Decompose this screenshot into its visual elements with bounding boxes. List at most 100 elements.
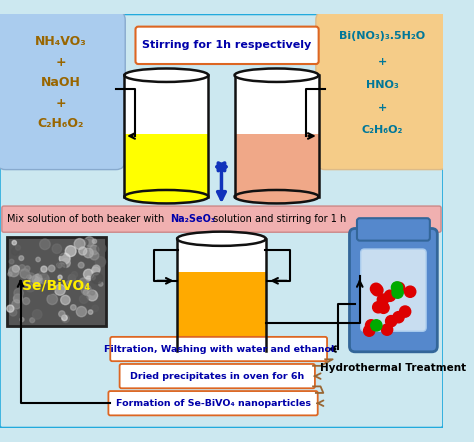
Circle shape xyxy=(14,289,23,298)
Circle shape xyxy=(83,248,93,258)
Circle shape xyxy=(385,316,397,327)
Text: solution and stirring for 1 h: solution and stirring for 1 h xyxy=(210,214,346,224)
Text: +: + xyxy=(55,97,66,110)
Circle shape xyxy=(393,282,405,293)
FancyBboxPatch shape xyxy=(2,206,441,232)
Circle shape xyxy=(79,278,89,287)
Circle shape xyxy=(62,315,69,323)
Bar xyxy=(177,272,266,351)
Circle shape xyxy=(67,281,71,285)
Circle shape xyxy=(34,279,39,285)
Circle shape xyxy=(32,310,42,319)
Circle shape xyxy=(82,239,88,246)
Circle shape xyxy=(12,265,19,272)
Bar xyxy=(177,239,266,351)
Text: Filtration, Washing with water and ethanol: Filtration, Washing with water and ethan… xyxy=(103,344,334,354)
Circle shape xyxy=(9,259,14,264)
Circle shape xyxy=(83,269,93,279)
FancyBboxPatch shape xyxy=(349,229,438,352)
Circle shape xyxy=(57,263,62,268)
Ellipse shape xyxy=(177,344,266,358)
Circle shape xyxy=(68,274,75,282)
Circle shape xyxy=(83,290,89,295)
Ellipse shape xyxy=(124,69,209,82)
Circle shape xyxy=(39,274,49,284)
Circle shape xyxy=(405,286,416,297)
Circle shape xyxy=(97,244,106,253)
Circle shape xyxy=(47,294,57,305)
Text: Mix solution of both beaker with: Mix solution of both beaker with xyxy=(8,214,168,224)
Text: Formation of Se-BiVO₄ nanoparticles: Formation of Se-BiVO₄ nanoparticles xyxy=(116,399,310,408)
Text: NH₄VO₃: NH₄VO₃ xyxy=(35,35,87,48)
Circle shape xyxy=(20,318,24,322)
Bar xyxy=(125,75,208,133)
Circle shape xyxy=(377,294,389,305)
Circle shape xyxy=(74,239,85,249)
Circle shape xyxy=(25,266,30,271)
Circle shape xyxy=(26,282,35,292)
Text: +: + xyxy=(55,56,66,69)
Circle shape xyxy=(32,274,42,285)
Circle shape xyxy=(59,311,65,317)
FancyBboxPatch shape xyxy=(110,337,327,361)
Circle shape xyxy=(40,239,50,250)
Circle shape xyxy=(30,318,35,323)
Circle shape xyxy=(371,283,382,294)
Circle shape xyxy=(91,291,94,295)
Circle shape xyxy=(84,237,94,247)
Circle shape xyxy=(71,305,76,310)
Circle shape xyxy=(87,290,98,301)
Circle shape xyxy=(29,276,39,286)
Circle shape xyxy=(90,245,99,255)
FancyBboxPatch shape xyxy=(0,11,125,170)
Circle shape xyxy=(378,302,389,313)
Circle shape xyxy=(23,297,30,305)
Circle shape xyxy=(61,259,70,267)
Circle shape xyxy=(92,265,100,273)
Circle shape xyxy=(95,257,106,267)
Circle shape xyxy=(20,269,29,278)
Ellipse shape xyxy=(124,190,209,203)
Circle shape xyxy=(393,312,404,323)
Circle shape xyxy=(86,276,91,281)
Circle shape xyxy=(61,295,70,305)
Circle shape xyxy=(92,239,97,244)
Circle shape xyxy=(365,320,377,331)
FancyBboxPatch shape xyxy=(361,249,426,331)
Circle shape xyxy=(96,293,101,299)
Circle shape xyxy=(27,275,31,279)
Circle shape xyxy=(16,245,20,250)
Circle shape xyxy=(72,271,78,278)
Circle shape xyxy=(48,265,55,272)
Circle shape xyxy=(400,306,410,317)
Circle shape xyxy=(35,274,42,282)
Text: Dried precipitates in oven for 6h: Dried precipitates in oven for 6h xyxy=(130,372,304,381)
Circle shape xyxy=(57,262,66,271)
Circle shape xyxy=(12,240,17,245)
Circle shape xyxy=(41,266,47,272)
Circle shape xyxy=(62,315,67,320)
Circle shape xyxy=(364,325,375,336)
FancyBboxPatch shape xyxy=(119,364,315,388)
Text: NaOH: NaOH xyxy=(41,76,81,89)
Circle shape xyxy=(7,305,14,312)
Ellipse shape xyxy=(177,232,266,246)
Text: C₂H₆O₂: C₂H₆O₂ xyxy=(362,125,403,135)
Circle shape xyxy=(19,265,25,271)
Circle shape xyxy=(81,285,91,295)
Text: +: + xyxy=(378,57,387,67)
Circle shape xyxy=(373,301,384,313)
FancyBboxPatch shape xyxy=(357,218,430,240)
Circle shape xyxy=(44,283,55,294)
Circle shape xyxy=(90,251,99,260)
FancyBboxPatch shape xyxy=(0,14,444,428)
Circle shape xyxy=(36,257,40,262)
Circle shape xyxy=(99,282,103,286)
Bar xyxy=(236,75,318,133)
Circle shape xyxy=(59,253,70,264)
Circle shape xyxy=(91,267,100,275)
Ellipse shape xyxy=(125,127,208,140)
Ellipse shape xyxy=(236,127,318,140)
Circle shape xyxy=(52,244,62,253)
Circle shape xyxy=(65,246,76,256)
